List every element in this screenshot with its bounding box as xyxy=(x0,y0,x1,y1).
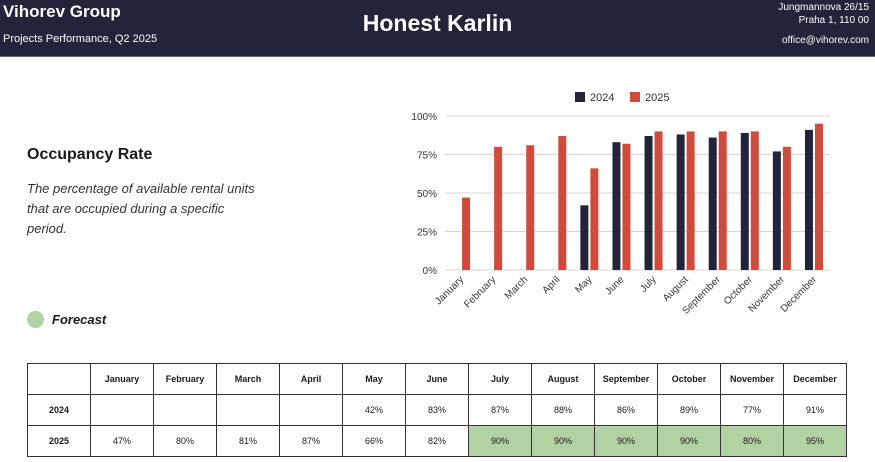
bar xyxy=(750,131,759,270)
table-cell: 83% xyxy=(405,394,469,426)
table-cell xyxy=(216,394,280,426)
forecast-label: Forecast xyxy=(52,312,107,327)
table-cell: 88% xyxy=(531,394,595,426)
bar xyxy=(462,197,471,270)
bar xyxy=(782,146,791,270)
bar xyxy=(580,205,589,270)
table-cell: 42% xyxy=(342,394,406,426)
table-cell xyxy=(153,394,217,426)
table-cell: 95% xyxy=(783,425,847,457)
x-tick-label: May xyxy=(573,274,594,295)
table-cell: 90% xyxy=(531,425,595,457)
bar xyxy=(772,151,781,270)
table-cell: 89% xyxy=(657,394,721,426)
column-header: January xyxy=(90,363,154,395)
row-label: 2025 xyxy=(27,425,91,457)
row-label: 2024 xyxy=(27,394,91,426)
forecast-legend: Forecast xyxy=(27,311,106,328)
column-header: December xyxy=(783,363,847,395)
table-cell: 90% xyxy=(594,425,658,457)
table-cell: 80% xyxy=(720,425,784,457)
metric-description: The percentage of available rental units… xyxy=(27,181,255,236)
x-tick-label: April xyxy=(540,274,562,296)
bar xyxy=(814,123,823,270)
column-header: August xyxy=(531,363,595,395)
address-line-2: Praha 1, 110 00 xyxy=(798,15,869,26)
forecast-swatch xyxy=(27,311,44,328)
legend-label: 2024 xyxy=(590,92,614,104)
bar xyxy=(644,136,653,270)
table-row: 2025 47% 80% 81% 87% 66% 82% 90% 90% 90% 90% 80% 95% xyxy=(27,425,847,457)
bar xyxy=(612,142,621,270)
bar xyxy=(622,143,631,270)
table-cell xyxy=(279,394,343,426)
column-header: November xyxy=(720,363,784,395)
column-header: September xyxy=(594,363,658,395)
y-tick-label: 75% xyxy=(417,151,437,162)
y-tick-label: 25% xyxy=(417,228,437,239)
table-cell: 87% xyxy=(468,394,532,426)
x-tick-label: August xyxy=(661,274,691,304)
column-header: October xyxy=(657,363,721,395)
table-cell: 86% xyxy=(594,394,658,426)
report-subtitle: Projects Performance, Q2 2025 xyxy=(3,33,158,45)
table-header-row: January February March April May June July Augu… xyxy=(27,363,847,395)
bar xyxy=(558,136,567,270)
company-email: office@vihorev.com xyxy=(781,35,869,46)
legend-swatch xyxy=(575,92,585,102)
table-cell: 81% xyxy=(216,425,280,457)
x-tick-label: March xyxy=(503,274,530,301)
bar xyxy=(708,137,717,270)
table-cell: 66% xyxy=(342,425,406,457)
table-cell: 77% xyxy=(720,394,784,426)
bar xyxy=(654,131,663,270)
table-cell: 91% xyxy=(783,394,847,426)
table-corner-cell xyxy=(27,363,91,395)
column-header: June xyxy=(405,363,469,395)
company-address: Jungmannova 26/15 Praha 1, 110 00 xyxy=(778,1,869,27)
column-header: May xyxy=(342,363,406,395)
column-header: July xyxy=(468,363,532,395)
bar xyxy=(740,132,749,270)
y-tick-label: 100% xyxy=(411,112,437,123)
y-tick-label: 50% xyxy=(417,189,437,200)
address-line-1: Jungmannova 26/15 xyxy=(778,2,869,13)
bar xyxy=(590,168,599,270)
table-cell: 80% xyxy=(153,425,217,457)
table-cell: 90% xyxy=(468,425,532,457)
company-name: Vihorev Group xyxy=(3,2,121,21)
report-header: Vihorev Group Projects Performance, Q2 2… xyxy=(0,0,875,57)
occupancy-table: January February March April May June July Augu… xyxy=(27,363,847,457)
bar xyxy=(676,134,685,270)
table-cell: 90% xyxy=(657,425,721,457)
legend-label: 2025 xyxy=(645,92,669,104)
bar xyxy=(718,131,727,270)
table-cell: 47% xyxy=(90,425,154,457)
table-cell: 82% xyxy=(405,425,469,457)
table-cell xyxy=(90,394,154,426)
bar xyxy=(526,145,535,270)
x-tick-label: February xyxy=(462,274,498,310)
table-cell: 87% xyxy=(279,425,343,457)
metric-title: Occupancy Rate xyxy=(27,146,153,163)
x-tick-label: June xyxy=(603,274,626,297)
y-tick-label: 0% xyxy=(423,266,438,277)
column-header: April xyxy=(279,363,343,395)
legend-swatch xyxy=(630,92,640,102)
bar xyxy=(804,129,813,270)
column-header: March xyxy=(216,363,280,395)
column-header: February xyxy=(153,363,217,395)
x-tick-label: July xyxy=(638,274,658,294)
project-title: Honest Karlin xyxy=(362,10,513,36)
table-row: 2024 42% 83% 87% 88% 86% 89% 77% 91% xyxy=(27,394,847,426)
bar xyxy=(686,131,695,270)
bar xyxy=(494,146,503,270)
